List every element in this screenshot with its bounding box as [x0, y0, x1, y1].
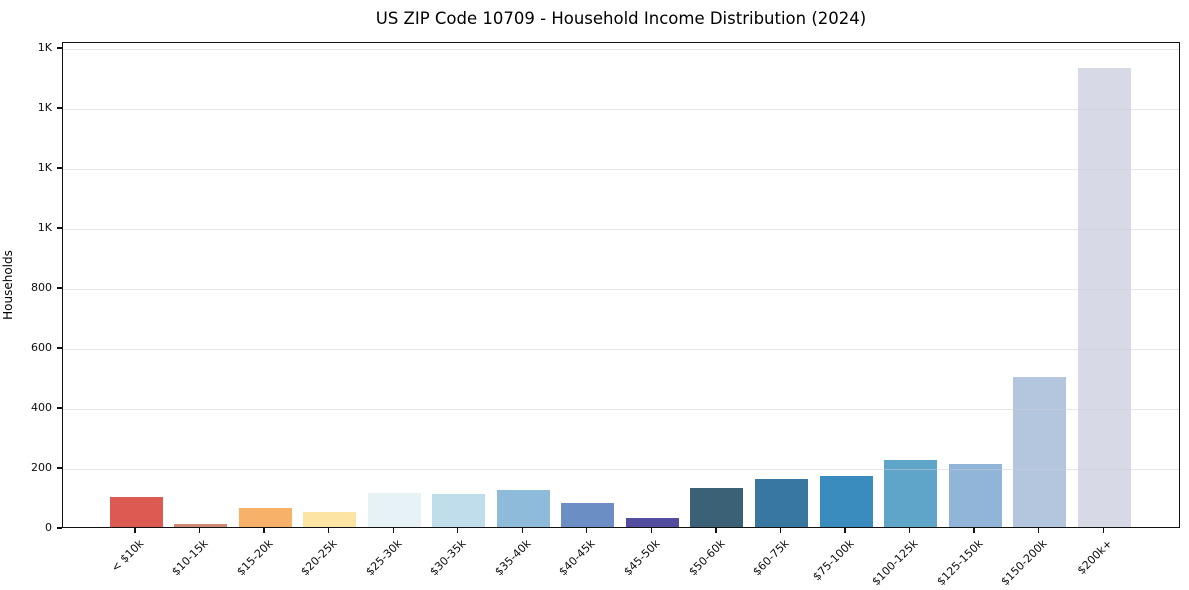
x-tick-label: $25-30k	[363, 537, 405, 579]
y-tick-label: 1K	[37, 221, 52, 234]
x-tick-mark	[327, 528, 330, 533]
bar-$100-125k	[884, 459, 938, 527]
x-tick-label: $40-45k	[556, 537, 599, 579]
y-tick-label: 800	[31, 281, 52, 294]
y-gridline	[63, 229, 1179, 230]
chart-title: US ZIP Code 10709 - Household Income Dis…	[375, 9, 867, 28]
y-tick-label: 1K	[37, 41, 52, 54]
y-tick-mark	[57, 407, 62, 409]
y-tick-label: 1K	[37, 101, 52, 114]
y-gridline	[63, 289, 1179, 290]
x-tick-mark	[779, 528, 782, 533]
x-tick-mark	[134, 528, 136, 533]
x-tick-mark	[715, 528, 717, 533]
x-tick-label: $20-25k	[298, 537, 340, 579]
bar-$10-15k	[174, 524, 228, 527]
x-tick-mark	[457, 528, 459, 533]
bar-$60-75k	[755, 479, 808, 527]
x-tick-mark	[392, 528, 394, 533]
bar-$125-150k	[948, 464, 1002, 527]
y-tick-label: 0	[45, 521, 52, 534]
x-tick-mark	[973, 528, 975, 533]
y-tick-mark	[57, 227, 62, 229]
bar-$45-50k	[625, 518, 679, 527]
x-tick-mark	[650, 528, 653, 533]
y-tick-mark	[57, 527, 62, 529]
y-tick-label: 200	[31, 461, 52, 474]
x-axis: < $10k $10-15k $15-20k $20-25k $25-30k $30-35…	[62, 528, 1180, 590]
y-tick-label: 1K	[37, 161, 52, 174]
bar-$25-30k	[367, 492, 421, 527]
y-gridline	[63, 49, 1179, 50]
bar-$200k+	[1077, 68, 1131, 527]
x-tick-mark	[263, 528, 265, 533]
y-gridline	[63, 409, 1179, 410]
y-gridline	[63, 169, 1179, 170]
bar-$50-60k	[690, 488, 744, 527]
y-gridline	[63, 109, 1179, 110]
x-tick-mark	[844, 528, 846, 533]
x-tick-label: $75-100k	[809, 537, 857, 584]
x-tick-mark	[521, 528, 523, 533]
y-tick-mark	[57, 287, 62, 289]
x-tick-mark	[198, 528, 201, 533]
y-gridline	[63, 469, 1179, 470]
y-tick-label: 600	[31, 341, 52, 354]
x-tick-label: $200k+	[1074, 537, 1115, 578]
x-tick-mark	[586, 528, 588, 533]
x-tick-label: $35-40k	[492, 537, 534, 579]
y-tick-mark	[57, 467, 62, 469]
bar-< $10k	[109, 497, 163, 527]
x-tick-label: $15-20k	[234, 537, 276, 579]
x-tick-label: $50-60k	[685, 537, 728, 579]
y-tick-mark	[57, 47, 62, 49]
x-tick-label: $30-35k	[427, 537, 469, 579]
plot-area	[62, 42, 1180, 528]
bar-$40-45k	[561, 503, 615, 527]
bar-$35-40k	[496, 489, 550, 527]
y-tick-mark	[57, 167, 62, 169]
x-tick-mark	[1102, 528, 1104, 533]
y-axis: 0 200 400 600 800 1K 1K 1K 1K	[0, 41, 62, 534]
y-tick-mark	[57, 107, 62, 109]
bar-$75-100k	[819, 476, 873, 527]
bar-$30-35k	[432, 494, 486, 527]
x-tick-label: $125-150k	[934, 537, 986, 589]
x-tick-label: $45-50k	[621, 537, 663, 579]
y-tick-label: 400	[31, 401, 52, 414]
x-tick-label: $150-200k	[998, 537, 1050, 589]
x-tick-mark	[1038, 528, 1040, 533]
x-tick-label: < $10k	[108, 537, 147, 575]
y-tick-mark	[57, 347, 62, 349]
x-tick-label: $100-125k	[869, 537, 921, 589]
x-tick-label: $60-75k	[750, 537, 792, 579]
x-tick-label: $10-15k	[169, 537, 211, 579]
y-gridline	[63, 349, 1179, 350]
bar-$150-200k	[1013, 377, 1067, 527]
bar-$15-20k	[238, 507, 292, 527]
x-tick-mark	[908, 528, 911, 533]
bar-$20-25k	[303, 512, 357, 527]
